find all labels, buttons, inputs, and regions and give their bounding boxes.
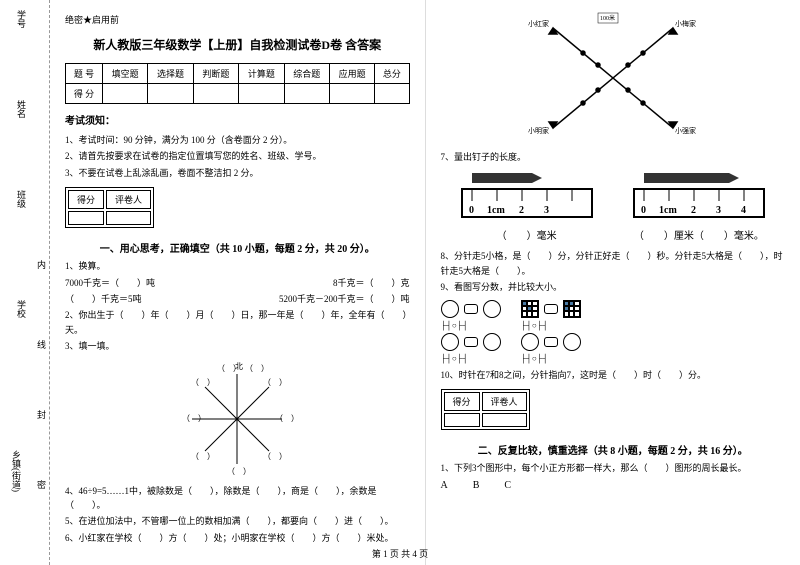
exam-title: 新人教版三年级数学【上册】自我检测试卷D卷 含答案 xyxy=(65,36,410,53)
svg-text:小梅家: 小梅家 xyxy=(675,19,696,28)
th: 选择题 xyxy=(148,64,193,84)
gutter-label: 乡镇(街道) xyxy=(10,450,23,492)
svg-text:（ ）: （ ） xyxy=(227,467,251,476)
q6: 6、小红家在学校（ ）方（ ）处；小明家在学校（ ）方（ ）米处。 xyxy=(65,531,410,545)
gutter-label: 姓名 xyxy=(15,100,28,118)
q9: 9、看图写分数，并比较大小。 xyxy=(441,280,786,294)
page-footer: 第 1 页 共 4 页 xyxy=(0,547,800,560)
compass-diagram: （ ）北（ ） （ ）（ ） （ ）（ ） （ ）（ ） （ ） xyxy=(177,359,297,479)
svg-text:北: 北 xyxy=(235,362,243,371)
q10: 10、时针在7和8之间，分针指向7，这时是（ ）时（ ）分。 xyxy=(441,368,786,382)
svg-text:1cm: 1cm xyxy=(487,205,505,216)
gutter-mark: 密 xyxy=(35,480,48,489)
q2: 2、你出生于（ ）年（ ）月（ ）日，那一年是（ ）年，全年有（ ）天。 xyxy=(65,308,410,337)
marker-box: 得分评卷人 xyxy=(65,187,154,228)
svg-text:小明家: 小明家 xyxy=(528,126,549,135)
td: 得 分 xyxy=(66,84,103,104)
direction-diagram: 100米 小梅家 小强家 小明家 小红家 xyxy=(523,8,703,148)
th: 计算题 xyxy=(239,64,284,84)
q1-line: 5200千克－200千克＝（ ）吨 xyxy=(279,292,410,306)
th: 判断题 xyxy=(193,64,238,84)
section1-title: 一、用心思考，正确填空（共 10 小题，每题 2 分，共 20 分）。 xyxy=(65,240,410,255)
shape-options: A B C xyxy=(441,480,786,491)
q8: 8、分针走5小格，是（ ）分，分针正好走（ ）秒。分针走5大格是（ ），时针走5… xyxy=(441,249,786,278)
ruler-1: 0 1cm 2 3 （ ）毫米 xyxy=(457,171,597,242)
svg-text:（ ）: （ ） xyxy=(263,378,287,387)
svg-text:2: 2 xyxy=(691,205,696,216)
svg-text:2: 2 xyxy=(519,205,524,216)
right-column: 100米 小梅家 小强家 小明家 小红家 7、量出钉子的长度。 xyxy=(426,0,800,565)
q1-line: （ ）千克＝5吨 xyxy=(65,292,142,306)
svg-text:3: 3 xyxy=(544,205,549,216)
ruler2-label: （ ）厘米（ ）毫米。 xyxy=(629,227,769,242)
s2q1: 1、下列3个图形中，每个小正方形都一样大，那么（ ）图形的周长最长。 xyxy=(441,461,786,475)
svg-text:小红家: 小红家 xyxy=(528,19,549,28)
svg-text:3: 3 xyxy=(716,205,721,216)
svg-text:（ ）: （ ） xyxy=(263,452,287,461)
q7: 7、量出钉子的长度。 xyxy=(441,150,786,164)
gutter-mark: 线 xyxy=(35,340,48,349)
td xyxy=(102,84,147,104)
svg-text:0: 0 xyxy=(469,205,474,216)
binding-gutter: 学号 姓名 班级 学校 乡镇(街道) 内 线 封 密 xyxy=(0,0,50,565)
svg-text:（ ）: （ ） xyxy=(182,414,206,423)
th: 填空题 xyxy=(102,64,147,84)
gutter-label: 学校 xyxy=(15,300,28,318)
q4: 4、46÷9=5……1中，被除数是（ ），除数是（ ），商是（ ），余数是（ ）… xyxy=(65,484,410,513)
rulers: 0 1cm 2 3 （ ）毫米 0 xyxy=(441,166,786,247)
ruler-2: 0 1cm 2 3 4 （ ）厘米（ ）毫米。 xyxy=(629,171,769,242)
svg-text:1cm: 1cm xyxy=(659,205,677,216)
svg-text:4: 4 xyxy=(741,205,746,216)
svg-text:（ ）: （ ） xyxy=(191,378,215,387)
left-column: 绝密★启用前 新人教版三年级数学【上册】自我检测试卷D卷 含答案 题 号 填空题… xyxy=(50,0,426,565)
svg-text:小强家: 小强家 xyxy=(675,126,696,135)
notice-item: 1、考试时间：90 分钟，满分为 100 分（含卷面分 2 分）。 xyxy=(65,133,410,147)
svg-text:（ ）: （ ） xyxy=(191,452,215,461)
q1-line: 8千克＝（ ）克 xyxy=(333,276,410,290)
q1-label: 1、换算。 xyxy=(65,259,410,273)
th: 应用题 xyxy=(329,64,374,84)
svg-text:（ ）: （ ） xyxy=(245,364,269,373)
q1-line: 7000千克＝（ ）吨 xyxy=(65,276,155,290)
gutter-mark: 封 xyxy=(35,410,48,419)
q5: 5、在进位加法中，不管哪一位上的数相加满（ ），都要向（ ）进（ ）。 xyxy=(65,514,410,528)
confidential-mark: 绝密★启用前 xyxy=(65,13,410,26)
q3: 3、填一填。 xyxy=(65,339,410,353)
gutter-label: 学号 xyxy=(15,10,28,28)
th: 总分 xyxy=(375,64,409,84)
th: 题 号 xyxy=(66,64,103,84)
gutter-mark: 内 xyxy=(35,260,48,269)
fraction-diagrams: ├┤○├┤ ├┤○├┤ ├┤○├┤ ├┤○├┤ xyxy=(441,300,786,363)
section2-title: 二、反复比较，慎重选择（共 8 小题，每题 2 分，共 16 分）。 xyxy=(441,442,786,457)
notice-item: 3、不要在试卷上乱涂乱画，卷面不整洁扣 2 分。 xyxy=(65,166,410,180)
marker-box-2: 得分评卷人 xyxy=(441,389,530,430)
notice-item: 2、请首先按要求在试卷的指定位置填写您的姓名、班级、学号。 xyxy=(65,149,410,163)
svg-text:100米: 100米 xyxy=(600,14,615,22)
score-table: 题 号 填空题 选择题 判断题 计算题 综合题 应用题 总分 得 分 xyxy=(65,63,410,104)
th: 综合题 xyxy=(284,64,329,84)
gutter-label: 班级 xyxy=(15,190,28,208)
svg-text:（ ）: （ ） xyxy=(275,414,297,423)
ruler1-label: （ ）毫米 xyxy=(457,227,597,242)
svg-text:0: 0 xyxy=(641,205,646,216)
notice-heading: 考试须知： xyxy=(65,112,410,127)
